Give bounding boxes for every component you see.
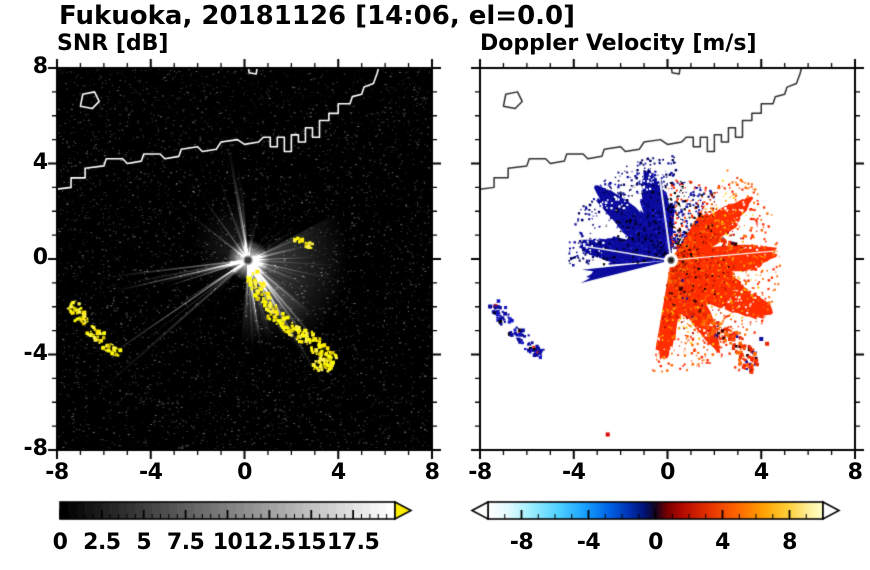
- snr-colorbar-label: 12.5: [243, 530, 296, 555]
- velocity-colorbar-label: -4: [576, 530, 601, 555]
- velocity-ppi-plot: [467, 55, 868, 463]
- y-tick-label: 8: [32, 54, 48, 79]
- velocity-x-tick-label: -8: [468, 460, 492, 485]
- y-tick-label: 0: [32, 245, 48, 270]
- snr-ppi-plot: [44, 55, 445, 463]
- velocity-panel-title: Doppler Velocity [m/s]: [480, 31, 757, 56]
- snr-panel-title: SNR [dB]: [57, 31, 169, 56]
- snr-colorbar-label: 15: [296, 530, 327, 555]
- snr-colorbar: [50, 498, 430, 526]
- velocity-colorbar-label: 0: [648, 530, 663, 555]
- velocity-colorbar: [462, 498, 858, 526]
- snr-colorbar-label: 10: [212, 530, 243, 555]
- figure-title: Fukuoka, 20181126 [14:06, el=0.0]: [59, 1, 576, 31]
- snr-x-tick-label: 4: [330, 460, 346, 485]
- y-tick-label: -8: [23, 436, 48, 461]
- snr-colorbar-label: 0: [52, 530, 68, 555]
- snr-x-tick-label: 0: [237, 460, 252, 485]
- snr-x-tick-label: -8: [45, 460, 69, 485]
- y-tick-label: -4: [23, 340, 48, 366]
- snr-x-tick-label: 8: [424, 460, 440, 485]
- snr-colorbar-label: 2.5: [83, 530, 121, 555]
- snr-colorbar-label: 5: [136, 530, 152, 555]
- snr-x-tick-label: -4: [139, 460, 163, 485]
- snr-colorbar-label: 7.5: [166, 530, 205, 555]
- y-tick-label: 4: [32, 149, 48, 175]
- velocity-x-tick-label: 0: [660, 460, 675, 485]
- velocity-colorbar-label: 8: [782, 530, 797, 555]
- snr-colorbar-label: 17.5: [326, 530, 380, 555]
- velocity-x-tick-label: 8: [847, 460, 863, 485]
- velocity-colorbar-label: 4: [715, 530, 730, 555]
- velocity-colorbar-label: -8: [509, 530, 534, 555]
- velocity-x-tick-label: 4: [753, 460, 769, 485]
- velocity-x-tick-label: -4: [562, 460, 586, 485]
